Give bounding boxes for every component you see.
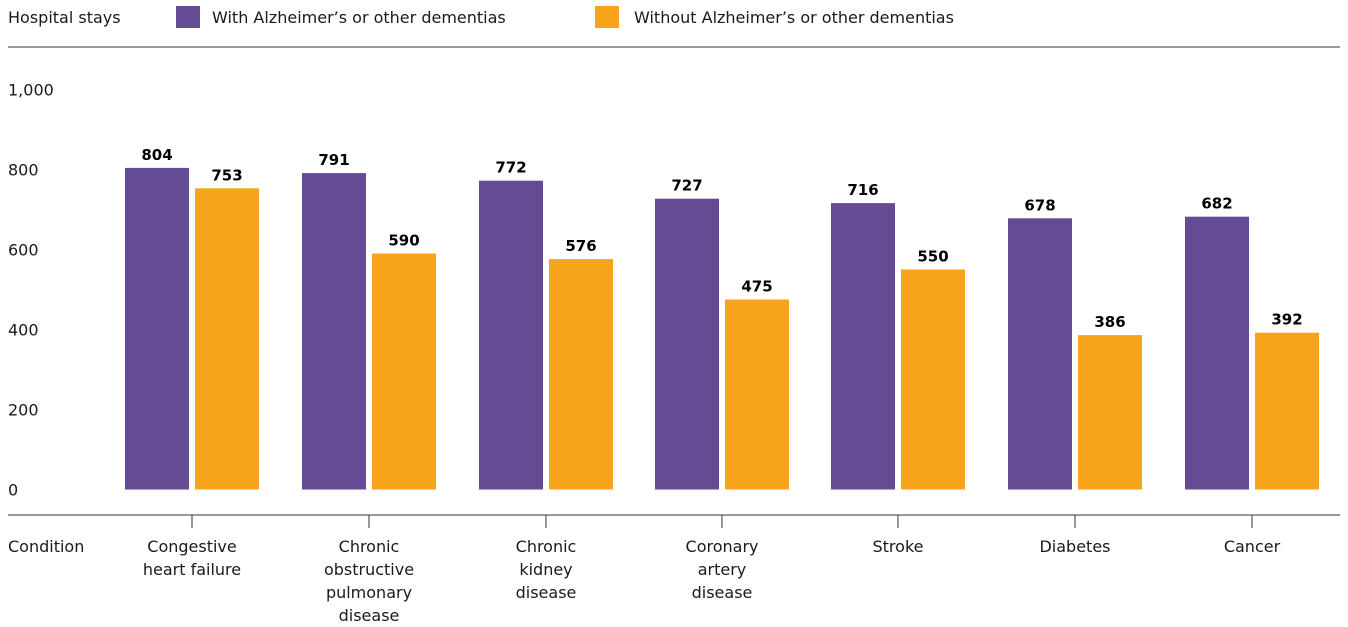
bar <box>479 180 543 490</box>
category-label: kidney <box>519 560 572 579</box>
bar-value-label: 804 <box>141 146 172 164</box>
bar <box>302 173 366 490</box>
category-label: Diabetes <box>1039 537 1110 556</box>
y-tick-label: 1,000 <box>8 81 54 100</box>
category-label: disease <box>692 583 753 602</box>
category-label: disease <box>516 583 577 602</box>
category-label: artery <box>698 560 747 579</box>
value-labels: 804 753 791 590 772 576 727 475 716 550 678 386 682 3… <box>141 146 1302 331</box>
bar <box>725 299 789 490</box>
bar-value-label: 753 <box>211 166 242 184</box>
bar <box>125 167 189 490</box>
category-label: Chronic <box>339 537 400 556</box>
category-label: disease <box>339 606 400 625</box>
bar <box>655 198 719 490</box>
category-label: Stroke <box>873 537 924 556</box>
bar-value-label: 475 <box>741 278 772 296</box>
category-label: Coronary <box>686 537 759 556</box>
bar-value-label: 772 <box>495 159 526 177</box>
category-label: Cancer <box>1224 537 1281 556</box>
bar-value-label: 682 <box>1201 195 1232 213</box>
y-axis-ticks: 0 200 400 600 800 1,000 <box>8 81 54 500</box>
bar <box>1008 218 1072 490</box>
bar <box>195 188 259 490</box>
category-label: obstructive <box>324 560 414 579</box>
bar <box>1078 335 1142 490</box>
bar-value-label: 590 <box>388 232 419 250</box>
bar <box>831 203 895 490</box>
bar-value-label: 727 <box>671 177 702 195</box>
bar-value-label: 716 <box>847 181 878 199</box>
x-axis-title: Condition <box>8 537 84 556</box>
bar-value-label: 791 <box>318 151 349 169</box>
y-tick-label: 600 <box>8 241 39 260</box>
bar <box>372 253 436 490</box>
y-tick-label: 400 <box>8 321 39 340</box>
legend-label-without-dementia: Without Alzheimer’s or other dementias <box>634 8 954 27</box>
bar-value-label: 550 <box>917 248 948 266</box>
category-label: Congestive <box>147 537 236 556</box>
y-tick-label: 0 <box>8 481 18 500</box>
category-labels: Congestive heart failure Chronic obstructiv… <box>143 537 1281 625</box>
y-tick-label: 800 <box>8 161 39 180</box>
bar <box>901 269 965 490</box>
y-tick-label: 200 <box>8 401 39 420</box>
legend-swatch-without-dementia <box>595 6 619 28</box>
bar-value-label: 386 <box>1094 313 1125 331</box>
category-label: Chronic <box>516 537 577 556</box>
y-axis-title: Hospital stays <box>8 8 121 27</box>
x-axis-ticks <box>191 515 1253 528</box>
bar <box>549 259 613 490</box>
legend-label-with-dementia: With Alzheimer’s or other dementias <box>212 8 506 27</box>
bar <box>1255 332 1319 490</box>
bars <box>125 167 1319 490</box>
legend-swatch-with-dementia <box>176 6 200 28</box>
bar-value-label: 678 <box>1024 196 1055 214</box>
bar-value-label: 576 <box>565 237 596 255</box>
bar <box>1185 216 1249 490</box>
category-label: heart failure <box>143 560 241 579</box>
bar-value-label: 392 <box>1271 311 1302 329</box>
category-label: pulmonary <box>326 583 412 602</box>
